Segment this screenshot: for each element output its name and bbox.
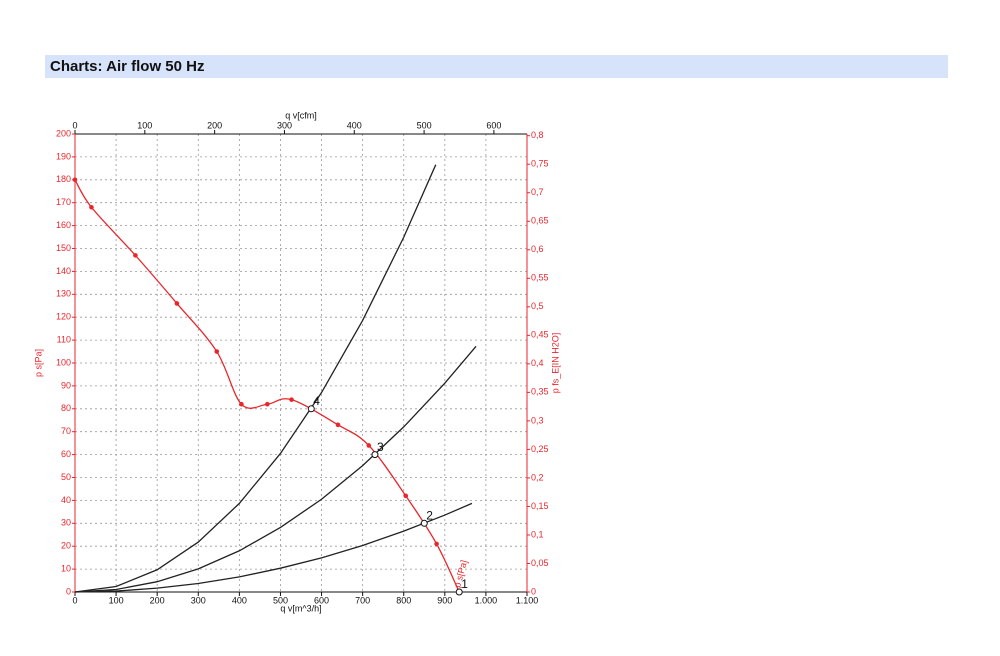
series-line xyxy=(74,502,473,593)
y-tick-label: 70 xyxy=(61,426,71,436)
y-tick-label: 50 xyxy=(61,472,71,482)
x2-tick-label: 600 xyxy=(486,120,501,130)
y-tick-label: 80 xyxy=(61,403,71,413)
data-point xyxy=(133,253,138,258)
operating-point xyxy=(420,519,428,527)
point-label: 3 xyxy=(377,440,384,454)
data-point xyxy=(366,443,372,448)
y-tick-label: 130 xyxy=(56,289,71,299)
y2-tick-label: 0,1 xyxy=(531,529,544,539)
y2-tick-label: 0,8 xyxy=(531,130,544,140)
y-tick-label: 110 xyxy=(57,334,71,344)
y-tick-label: 0 xyxy=(66,586,71,596)
operating-point xyxy=(455,588,463,596)
y2-tick-label: 0,45 xyxy=(531,330,549,340)
x-tick-label: 400 xyxy=(232,595,247,605)
y2-tick-label: 0,6 xyxy=(531,244,544,254)
x-axis-label: q v[m^3/h] xyxy=(280,603,321,613)
x-tick-label: 200 xyxy=(150,595,165,605)
y-tick-label: 20 xyxy=(61,541,71,551)
y2-tick-label: 0,25 xyxy=(531,444,549,454)
y-tick-label: 60 xyxy=(61,449,71,459)
x2-tick-label: 0 xyxy=(72,120,77,130)
y-tick-label: 10 xyxy=(61,563,71,573)
x-tick-label: 0 xyxy=(72,595,77,605)
x-tick-label: 600 xyxy=(314,595,329,605)
x-tick-label: 900 xyxy=(437,595,452,605)
data-point xyxy=(403,493,409,499)
x2-tick-label: 500 xyxy=(417,120,432,130)
y2-tick-label: 0,05 xyxy=(531,558,549,568)
y-tick-label: 140 xyxy=(56,266,71,276)
data-point xyxy=(265,401,270,407)
x2-tick-label: 300 xyxy=(277,120,292,130)
operating-point xyxy=(371,451,379,459)
y-tick-label: 90 xyxy=(61,380,71,390)
y2-tick-label: 0,2 xyxy=(531,472,544,482)
y2-tick-label: 0,15 xyxy=(531,501,549,511)
series-line xyxy=(74,345,477,593)
y2-tick-label: 0,65 xyxy=(531,216,549,226)
data-point xyxy=(239,401,244,407)
data-point xyxy=(214,349,220,354)
x-tick-label: 500 xyxy=(273,595,288,605)
x-tick-label: 1.000 xyxy=(475,595,498,605)
y-axis-label: p s[Pa] xyxy=(33,349,43,377)
x2-tick-label: 100 xyxy=(137,120,152,130)
data-point xyxy=(89,204,94,210)
y2-tick-label: 0,75 xyxy=(531,159,549,169)
x-tick-label: 100 xyxy=(109,595,124,605)
y2-tick-label: 0,4 xyxy=(531,358,544,368)
x2-axis-label: q v[cfm] xyxy=(285,110,317,120)
section-header: Charts: Air flow 50 Hz xyxy=(45,55,948,78)
y2-tick-label: 0,7 xyxy=(531,187,544,197)
y-tick-label: 100 xyxy=(56,357,71,367)
x-tick-label: 300 xyxy=(191,595,206,605)
x2-tick-label: 400 xyxy=(347,120,362,130)
operating-point xyxy=(307,405,315,413)
x-tick-label: 800 xyxy=(396,595,411,605)
data-point xyxy=(72,177,78,183)
point-label: 1 xyxy=(461,577,468,591)
y-tick-label: 170 xyxy=(56,197,71,207)
y-tick-label: 200 xyxy=(56,128,71,138)
y2-tick-label: 0 xyxy=(531,586,536,596)
y-tick-label: 30 xyxy=(61,518,71,528)
y-tick-label: 150 xyxy=(56,243,71,253)
y2-tick-label: 0,5 xyxy=(531,301,544,311)
point-label: 4 xyxy=(313,394,320,408)
data-point xyxy=(174,301,180,306)
y-tick-label: 160 xyxy=(56,220,71,230)
series-line xyxy=(74,164,437,593)
data-point xyxy=(335,422,341,428)
point-label: 2 xyxy=(426,508,433,522)
y-tick-label: 40 xyxy=(61,495,71,505)
y-tick-label: 190 xyxy=(56,151,71,161)
x-tick-label: 700 xyxy=(355,595,370,605)
y2-tick-label: 0,55 xyxy=(531,273,549,283)
y2-axis-label: p fs_E[IN H2O] xyxy=(550,333,560,394)
data-point xyxy=(434,541,439,547)
x2-tick-label: 200 xyxy=(207,120,222,130)
y2-tick-label: 0,3 xyxy=(531,415,544,425)
y-tick-label: 120 xyxy=(56,312,71,322)
data-point xyxy=(289,397,294,402)
y-tick-label: 180 xyxy=(56,174,71,184)
x-tick-label: 1.100 xyxy=(516,595,539,605)
y2-tick-label: 0,35 xyxy=(531,387,549,397)
